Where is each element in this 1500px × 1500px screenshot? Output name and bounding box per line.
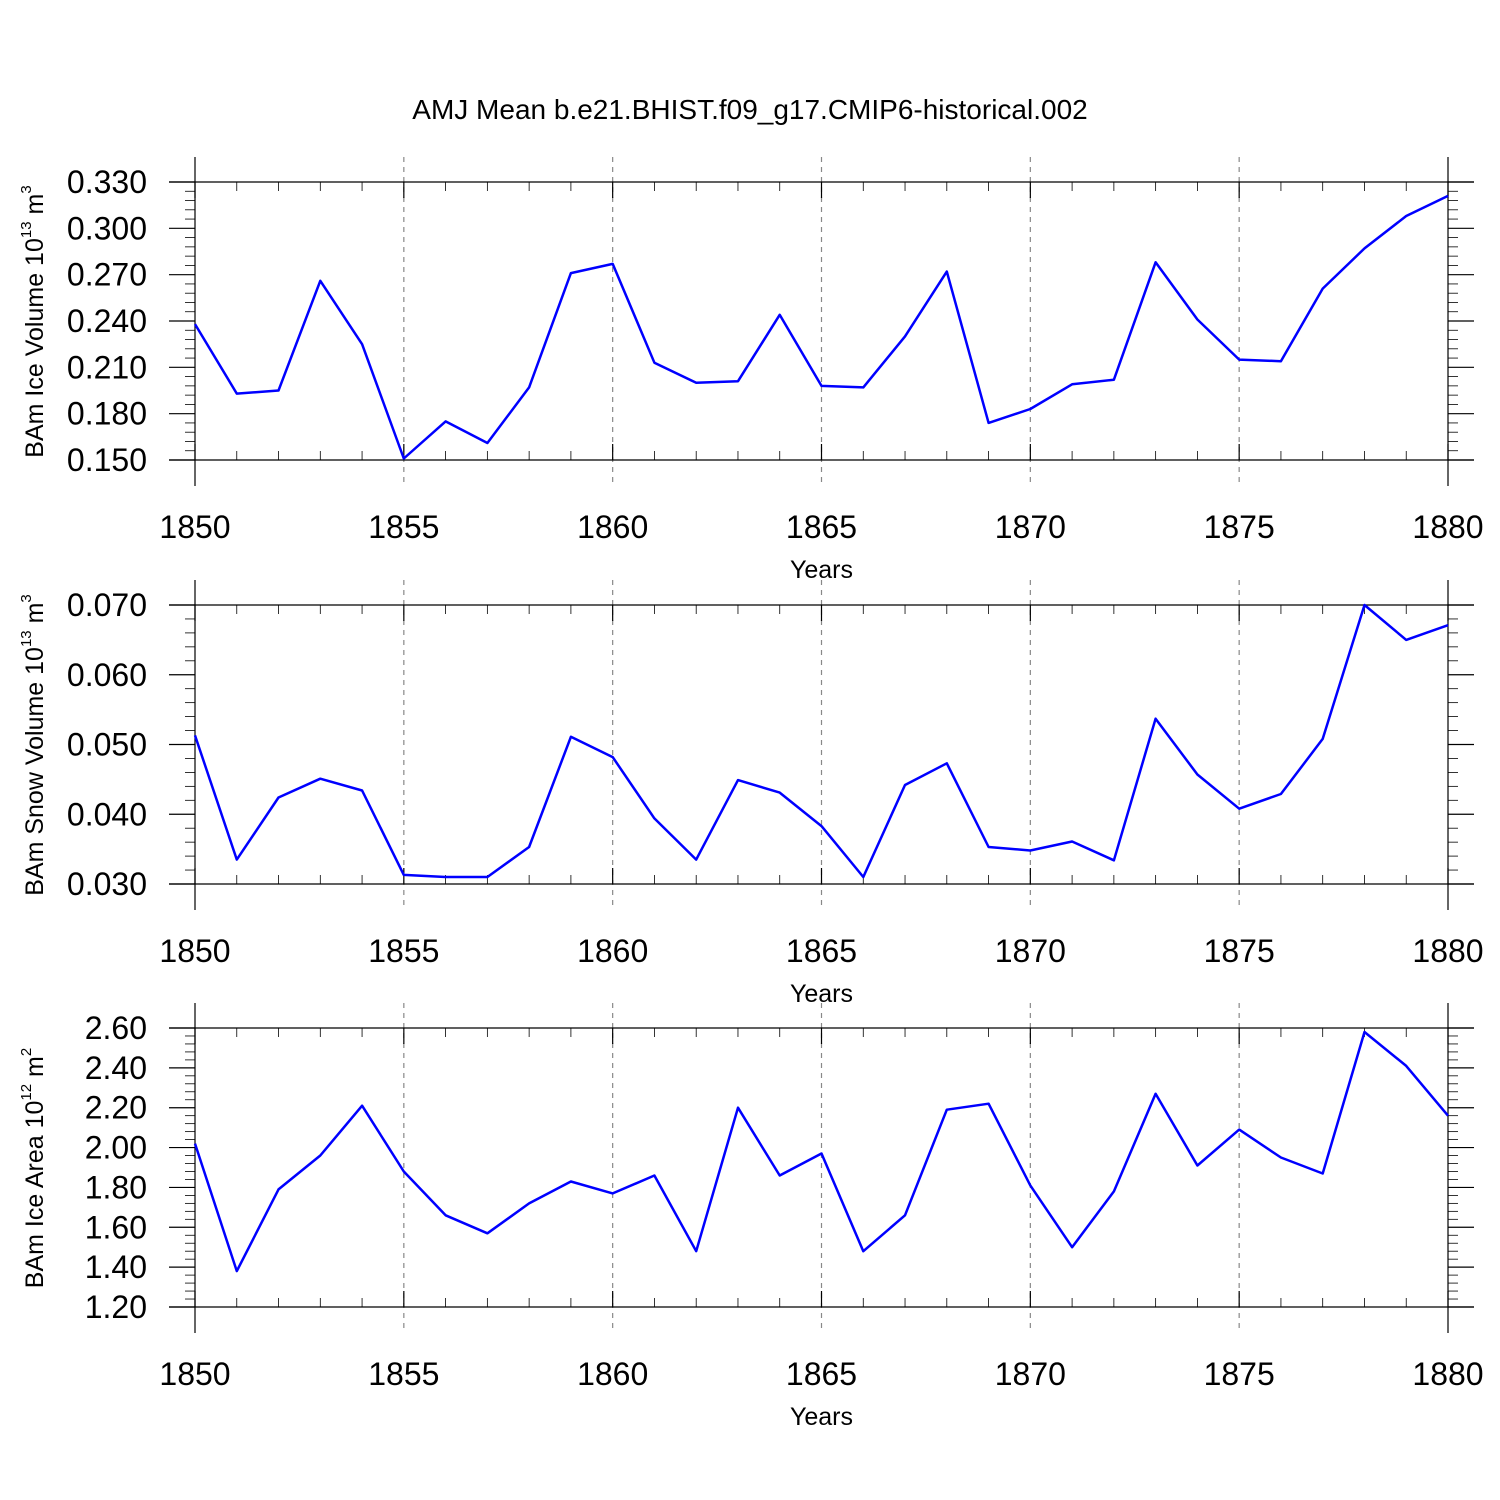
x-tick-label: 1855 (368, 509, 439, 545)
x-axis-title: Years (790, 556, 853, 584)
x-tick-label: 1865 (786, 933, 857, 969)
x-tick-label: 1875 (1204, 933, 1275, 969)
y-axis-title: BAm Snow Volume 1013 m3 (18, 594, 49, 896)
panel-2: 0.030 0.040 0.050 0.060 0.070 1850 1855 1860 186… (18, 580, 1484, 1008)
x-tick-label: 1875 (1204, 1356, 1275, 1392)
x-tick-label: 1880 (1412, 933, 1483, 969)
x-tick-label: 1855 (368, 1356, 439, 1392)
series-line (193, 194, 1449, 460)
y-tick-label: 0.070 (67, 587, 147, 623)
y-tick-label: 0.300 (67, 210, 147, 246)
x-tick-label: 1880 (1412, 1356, 1483, 1392)
y-tick-label: 0.180 (67, 396, 147, 432)
y-tick-label: 0.270 (67, 257, 147, 293)
x-tick-label: 1850 (159, 509, 230, 545)
y-tick-label: 2.40 (85, 1050, 147, 1086)
x-tick-label: 1860 (577, 509, 648, 545)
y-tick-label: 0.050 (67, 727, 147, 763)
x-tick-label: 1875 (1204, 509, 1275, 545)
x-tick-label: 1865 (786, 1356, 857, 1392)
y-tick-label: 0.030 (67, 866, 147, 902)
x-tick-label: 1860 (577, 1356, 648, 1392)
y-tick-label: 0.150 (67, 442, 147, 478)
y-tick-label: 1.40 (85, 1249, 147, 1285)
y-tick-label: 2.60 (85, 1010, 147, 1046)
panel-1: 0.150 0.180 0.210 0.240 0.270 0.300 0.330 1850 1… (18, 157, 1484, 584)
y-tick-label: 1.80 (85, 1169, 147, 1205)
y-tick-label: 2.00 (85, 1130, 147, 1166)
x-tick-label: 1850 (159, 933, 230, 969)
x-axis-title: Years (790, 1403, 853, 1431)
y-tick-label: 0.210 (67, 349, 147, 385)
y-tick-label: 0.240 (67, 303, 147, 339)
x-tick-label: 1865 (786, 509, 857, 545)
y-tick-label: 2.20 (85, 1090, 147, 1126)
y-tick-label: 0.060 (67, 657, 147, 693)
x-tick-label: 1870 (995, 509, 1066, 545)
series-line (193, 1030, 1449, 1273)
y-axis-title: BAm Ice Area 1012 m2 (18, 1048, 49, 1288)
x-tick-label: 1870 (995, 1356, 1066, 1392)
x-tick-label: 1855 (368, 933, 439, 969)
figure-title: AMJ Mean b.e21.BHIST.f09_g17.CMIP6-histo… (412, 94, 1087, 125)
x-tick-label: 1850 (159, 1356, 230, 1392)
panel-3: 1.20 1.40 1.60 1.802.00 2.20 2.40 2.60 1850 1855… (18, 1003, 1484, 1431)
y-tick-label: 0.330 (67, 164, 147, 200)
y-axis-title: BAm Ice Volume 1013 m3 (18, 185, 49, 457)
y-tick-label: 1.20 (85, 1289, 147, 1325)
x-tick-label: 1870 (995, 933, 1066, 969)
x-tick-label: 1880 (1412, 509, 1483, 545)
y-tick-label: 0.040 (67, 796, 147, 832)
series-line (193, 603, 1449, 879)
x-tick-label: 1860 (577, 933, 648, 969)
y-tick-label: 1.60 (85, 1209, 147, 1245)
